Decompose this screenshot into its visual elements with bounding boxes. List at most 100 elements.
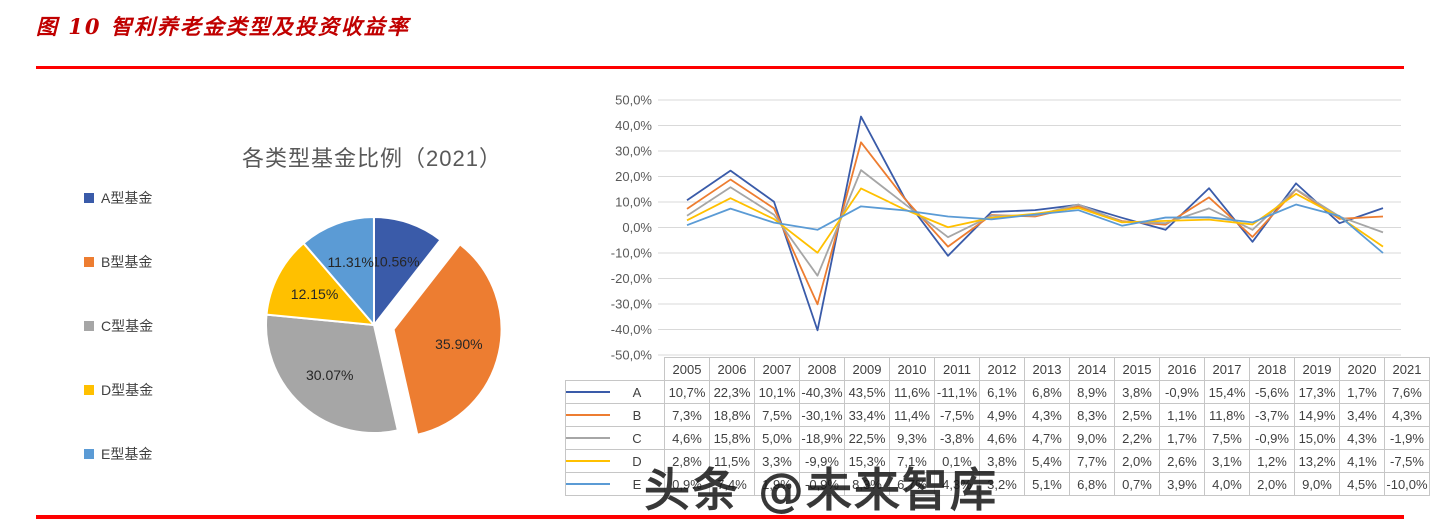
series-letter: A <box>632 384 642 400</box>
return-value-cell: 4,3% <box>934 472 980 496</box>
year-header-cell: 2018 <box>1249 357 1295 381</box>
return-value-cell: 17,3% <box>1294 380 1340 404</box>
return-value-cell: 0,7% <box>1114 472 1160 496</box>
return-value-cell: 2,5% <box>1114 403 1160 427</box>
pie-legend: A型基金 B型基金 C型基金 D型基金 E型基金 <box>84 188 153 464</box>
return-value-cell: 3,2% <box>979 472 1025 496</box>
pie-legend-item: E型基金 <box>84 444 153 464</box>
year-header-cell: 2014 <box>1069 357 1115 381</box>
pie-legend-item: C型基金 <box>84 316 153 336</box>
return-value-cell: 4,7% <box>1024 426 1070 450</box>
year-header-cell: 2021 <box>1384 357 1430 381</box>
legend-label: B型基金 <box>101 254 153 270</box>
year-header-cell: 2011 <box>934 357 980 381</box>
return-value-cell: -40,3% <box>799 380 845 404</box>
pie-value-label: 11.31% <box>327 254 373 270</box>
year-header-cell: 2016 <box>1159 357 1205 381</box>
return-value-cell: 3,9% <box>1159 472 1205 496</box>
return-value-cell: -1,9% <box>1384 426 1430 450</box>
line-series-E <box>686 203 1384 254</box>
year-header-cell: 2015 <box>1114 357 1160 381</box>
return-value-cell: -5,6% <box>1249 380 1295 404</box>
pie-legend-item: B型基金 <box>84 252 153 272</box>
return-value-cell: 8,9% <box>1069 380 1115 404</box>
y-axis-tick-label: 50,0% <box>615 93 652 108</box>
y-axis-tick-label: -40,0% <box>611 322 653 337</box>
return-value-cell: 3,3% <box>754 449 800 473</box>
return-value-cell: 6,7% <box>889 472 935 496</box>
return-value-cell: 1,9% <box>754 472 800 496</box>
return-value-cell: 6,8% <box>1024 380 1070 404</box>
year-header-cell: 2008 <box>799 357 845 381</box>
pie-value-label: 35.90% <box>435 336 482 352</box>
return-value-cell: 7,3% <box>664 403 710 427</box>
legend-label: D型基金 <box>101 382 154 398</box>
pie-value-label: 30.07% <box>306 367 353 383</box>
top-divider <box>36 66 1404 69</box>
legend-swatch <box>84 193 94 203</box>
return-value-cell: 15,0% <box>1294 426 1340 450</box>
return-value-cell: 1,1% <box>1159 403 1205 427</box>
year-header-cell: 2020 <box>1339 357 1385 381</box>
line-series-A <box>686 115 1384 332</box>
return-value-cell: 22,5% <box>844 426 890 450</box>
pie-slice-B型基金 <box>392 242 503 436</box>
legend-swatch <box>84 449 94 459</box>
pie-value-label: 10.56% <box>372 254 419 270</box>
return-value-cell: 6,8% <box>1069 472 1115 496</box>
legend-swatch <box>84 321 94 331</box>
series-name-cell: E <box>565 472 665 496</box>
return-value-cell: 4,3% <box>1384 403 1430 427</box>
pie-value-label: 12.15% <box>291 286 338 302</box>
return-value-cell: 0,1% <box>934 449 980 473</box>
year-header-cell: 2007 <box>754 357 800 381</box>
series-name-cell: B <box>565 403 665 427</box>
return-value-cell: 11,4% <box>889 403 935 427</box>
legend-label: E型基金 <box>101 446 153 462</box>
series-line-key <box>566 391 610 393</box>
return-value-cell: -3,7% <box>1249 403 1295 427</box>
table-corner-cell <box>565 357 665 381</box>
pie-legend-item: D型基金 <box>84 380 153 400</box>
series-line-key <box>566 437 610 439</box>
y-axis-tick-label: 40,0% <box>615 118 652 133</box>
return-value-cell: 1,7% <box>1339 380 1385 404</box>
return-value-cell: 6,1% <box>979 380 1025 404</box>
series-name-cell: A <box>565 380 665 404</box>
return-value-cell: 3,4% <box>1339 403 1385 427</box>
return-value-cell: 7,7% <box>1069 449 1115 473</box>
return-value-cell: 9,0% <box>1294 472 1340 496</box>
return-value-cell: 4,6% <box>979 426 1025 450</box>
pie-slice-D型基金 <box>265 241 377 327</box>
return-value-cell: 7,5% <box>754 403 800 427</box>
return-value-cell: 3,1% <box>1204 449 1250 473</box>
return-value-cell: 10,7% <box>664 380 710 404</box>
return-value-cell: 43,5% <box>844 380 890 404</box>
return-value-cell: 11,5% <box>709 449 755 473</box>
pie-slice-A型基金 <box>373 215 442 328</box>
series-line-key <box>566 460 610 462</box>
return-value-cell: 9,3% <box>889 426 935 450</box>
return-value-cell: 14,9% <box>1294 403 1340 427</box>
line-chart: 50,0% 40,0% 30,0% 20,0% 10,0% 0,0% -10,0% -20,0… <box>611 93 1401 362</box>
y-axis-tick-label: 10,0% <box>615 195 652 210</box>
return-value-cell: -10,0% <box>1384 472 1430 496</box>
return-value-cell: 11,6% <box>889 380 935 404</box>
return-value-cell: -18,9% <box>799 426 845 450</box>
return-value-cell: 8,3% <box>844 472 890 496</box>
legend-swatch <box>84 257 94 267</box>
legend-label: A型基金 <box>101 190 153 206</box>
return-value-cell: 4,3% <box>1339 426 1385 450</box>
return-value-cell: 18,8% <box>709 403 755 427</box>
year-header-cell: 2005 <box>664 357 710 381</box>
y-axis-tick-label: 0,0% <box>622 220 652 235</box>
year-header-cell: 2009 <box>844 357 890 381</box>
return-value-cell: -0,9% <box>1159 380 1205 404</box>
return-value-cell: 2,2% <box>1114 426 1160 450</box>
y-axis-tick-label: -20,0% <box>611 271 653 286</box>
pie-chart: 10.56% 35.90% 30.07% 12.15% 11.31% <box>265 215 503 436</box>
return-value-cell: 15,4% <box>1204 380 1250 404</box>
year-header-cell: 2006 <box>709 357 755 381</box>
series-line-key <box>566 483 610 485</box>
